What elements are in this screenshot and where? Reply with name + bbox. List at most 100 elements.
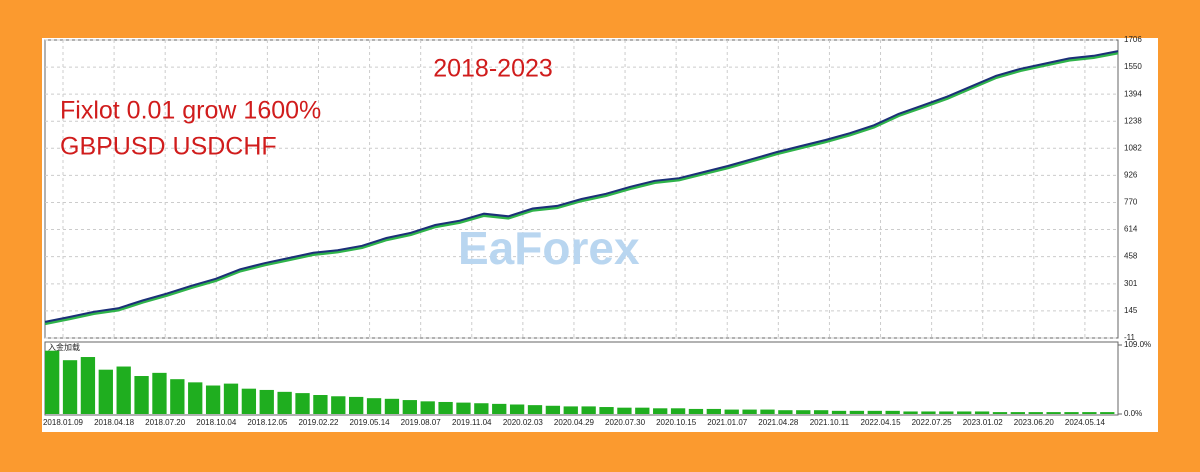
y-tick-label: 109.0% — [1124, 340, 1151, 349]
y-tick-label: 614 — [1124, 225, 1138, 234]
bar — [205, 385, 221, 414]
bar — [903, 411, 918, 414]
bar — [152, 372, 167, 414]
bar — [563, 406, 578, 414]
y-tick-label: 1394 — [1124, 89, 1142, 98]
bar — [349, 396, 364, 414]
bar — [313, 395, 328, 414]
x-tick-label: 2021.01.07 — [707, 418, 748, 427]
bar — [778, 410, 793, 414]
y-tick-label: 458 — [1124, 252, 1138, 261]
bar — [796, 410, 811, 414]
bar — [760, 409, 775, 414]
bar — [1100, 412, 1115, 414]
bar — [1082, 412, 1097, 414]
bar — [921, 411, 936, 414]
bar — [116, 366, 131, 414]
y-tick-label: 1082 — [1124, 143, 1142, 152]
y-tick-label: 1238 — [1124, 116, 1142, 125]
x-tick-label: 2020.02.03 — [503, 418, 544, 427]
x-tick-label: 2018.10.04 — [196, 418, 237, 427]
x-tick-label: 2019.08.07 — [401, 418, 442, 427]
balance-line-shadow — [44, 50, 1119, 326]
bar — [545, 405, 561, 414]
x-tick-label: 2022.04.15 — [861, 418, 902, 427]
x-tick-label: 2019.11.04 — [452, 418, 492, 427]
annotation: GBPUSD USDCHF — [60, 133, 277, 161]
bar — [259, 389, 274, 414]
bar — [1028, 412, 1043, 414]
x-tick-label: 2020.04.29 — [554, 418, 595, 427]
bar — [45, 350, 60, 414]
bar — [1046, 412, 1061, 414]
chart-panel — [42, 38, 1158, 432]
x-tick-label: 2022.07.25 — [912, 418, 953, 427]
x-tick-label: 2023.01.02 — [963, 418, 1004, 427]
y-tick-label: 770 — [1124, 198, 1138, 207]
bar — [366, 398, 382, 414]
bar — [509, 404, 525, 414]
bar — [1064, 412, 1079, 414]
bar — [581, 406, 596, 414]
bar — [724, 409, 739, 414]
bar — [617, 407, 632, 414]
x-tick-label: 2018.12.05 — [247, 418, 288, 427]
bar — [170, 379, 185, 414]
bar — [456, 402, 471, 414]
bar — [295, 393, 310, 414]
bar — [939, 411, 954, 414]
sub-title: 入金加载 — [48, 342, 80, 352]
x-tick-label: 2018.07.20 — [145, 418, 186, 427]
watermark: EaForex — [458, 222, 640, 274]
bar — [974, 411, 990, 414]
y-tick-label: 926 — [1124, 170, 1138, 179]
bar — [849, 410, 865, 414]
bar — [599, 407, 614, 414]
bar — [420, 401, 435, 414]
x-tick-label: 2021.04.28 — [758, 418, 799, 427]
bar — [474, 403, 489, 414]
x-tick-label: 2019.02.22 — [298, 418, 339, 427]
bar — [957, 411, 972, 414]
bar — [241, 388, 257, 414]
chart-title: 2018-2023 — [433, 55, 553, 83]
annotation: Fixlot 0.01 grow 1600% — [60, 97, 321, 125]
bar — [742, 409, 757, 414]
bar — [188, 382, 203, 414]
x-tick-label: 2020.10.15 — [656, 418, 697, 427]
bar — [331, 396, 346, 414]
bar — [706, 408, 721, 414]
bar — [62, 360, 78, 414]
bar — [831, 410, 847, 414]
bar — [492, 403, 507, 414]
bar — [134, 376, 149, 414]
bar — [992, 412, 1008, 414]
y-tick-label: 301 — [1124, 279, 1138, 288]
bar — [438, 401, 453, 414]
y-tick-label: 145 — [1124, 306, 1138, 315]
bar — [653, 408, 668, 414]
y-tick-label: 0.0% — [1124, 409, 1142, 418]
x-tick-label: 2024.05.14 — [1065, 418, 1106, 427]
y-tick-label: 1706 — [1124, 35, 1142, 44]
bar — [1010, 412, 1026, 414]
bar — [867, 410, 882, 414]
bar — [402, 400, 417, 414]
x-tick-label: 2018.04.18 — [94, 418, 135, 427]
bar — [80, 357, 96, 414]
bar — [223, 383, 239, 414]
x-tick-label: 2020.07.30 — [605, 418, 646, 427]
x-tick-label: 2019.05.14 — [350, 418, 391, 427]
x-tick-label: 2021.10.11 — [810, 418, 850, 427]
bar — [98, 369, 113, 414]
x-tick-label: 2023.06.20 — [1014, 418, 1055, 427]
y-tick-label: -11 — [1124, 333, 1136, 342]
balance-line — [44, 50, 1119, 323]
x-tick-label: 2018.01.09 — [43, 418, 84, 427]
bar — [885, 410, 900, 414]
y-tick-label: 1550 — [1124, 62, 1142, 71]
bar — [688, 408, 704, 414]
bar — [670, 408, 686, 414]
